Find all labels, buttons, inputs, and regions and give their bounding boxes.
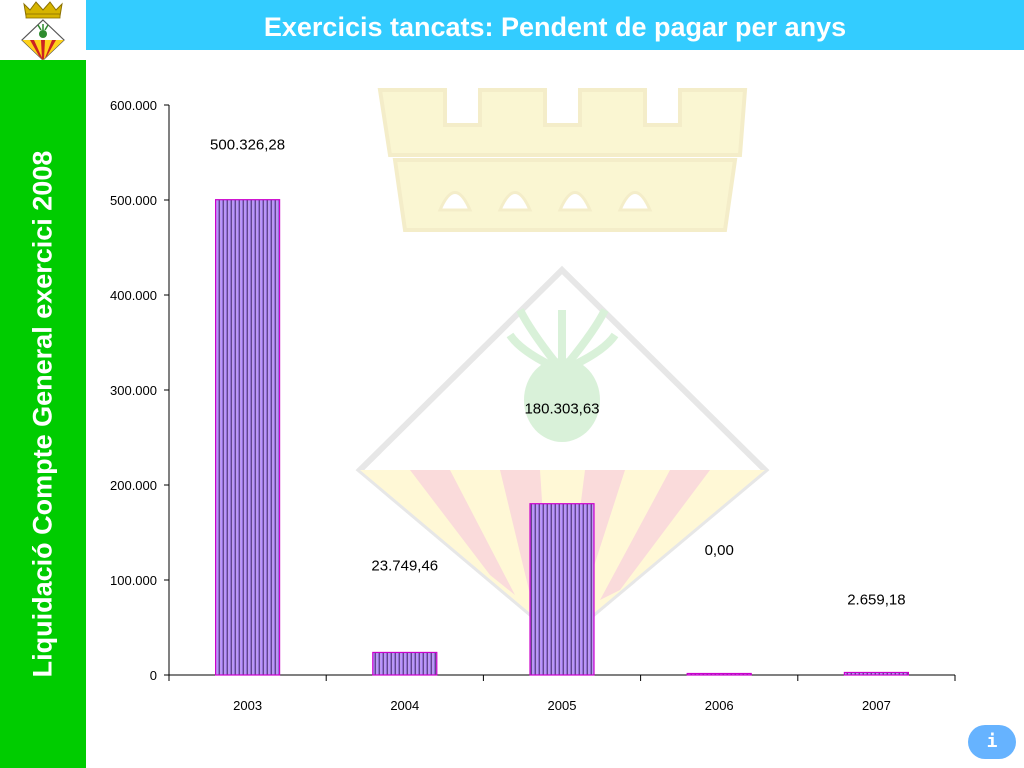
coat-of-arms-logo: [21, 1, 65, 60]
x-tick-label: 2007: [862, 698, 891, 713]
y-tick-label: 300.000: [110, 383, 157, 398]
data-label-2007: 2.659,18: [847, 591, 905, 608]
info-button[interactable]: i: [968, 725, 1016, 759]
y-tick-label: 200.000: [110, 478, 157, 493]
y-tick-label: 600.000: [110, 98, 157, 113]
y-tick-label: 500.000: [110, 193, 157, 208]
data-label-2004: 23.749,46: [371, 557, 438, 574]
bar-2006: [686, 672, 752, 676]
bars: [215, 199, 910, 676]
x-tick-label: 2005: [548, 698, 577, 713]
bar-2007: [843, 671, 910, 676]
y-tick-label: 400.000: [110, 288, 157, 303]
x-tick-label: 2003: [233, 698, 262, 713]
data-label-2006: 0,00: [705, 542, 734, 559]
bar-2004: [372, 651, 438, 676]
data-labels: 500.326,28 23.749,46 180.303,63 0,00 2.659,1…: [210, 137, 906, 609]
page-title: Exercicis tancats: Pendent de pagar per …: [263, 12, 847, 42]
bar-2005: [529, 503, 595, 676]
sidebar-band: [0, 60, 86, 768]
x-axis: 2003 2004 2005 2006 2007: [168, 674, 956, 713]
y-axis: 0 100.000 200.000 300.000 400.000 500.000 600.…: [110, 98, 170, 683]
header-bar: Exercicis tancats: Pendent de pagar per …: [86, 0, 1024, 50]
data-label-2005: 180.303,63: [524, 401, 599, 418]
data-label-2003: 500.326,28: [210, 137, 285, 154]
bar-2003: [215, 199, 281, 676]
x-tick-label: 2004: [390, 698, 419, 713]
x-tick-label: 2006: [705, 698, 734, 713]
y-tick-label: 100.000: [110, 573, 157, 588]
y-tick-label: 0: [150, 668, 157, 683]
